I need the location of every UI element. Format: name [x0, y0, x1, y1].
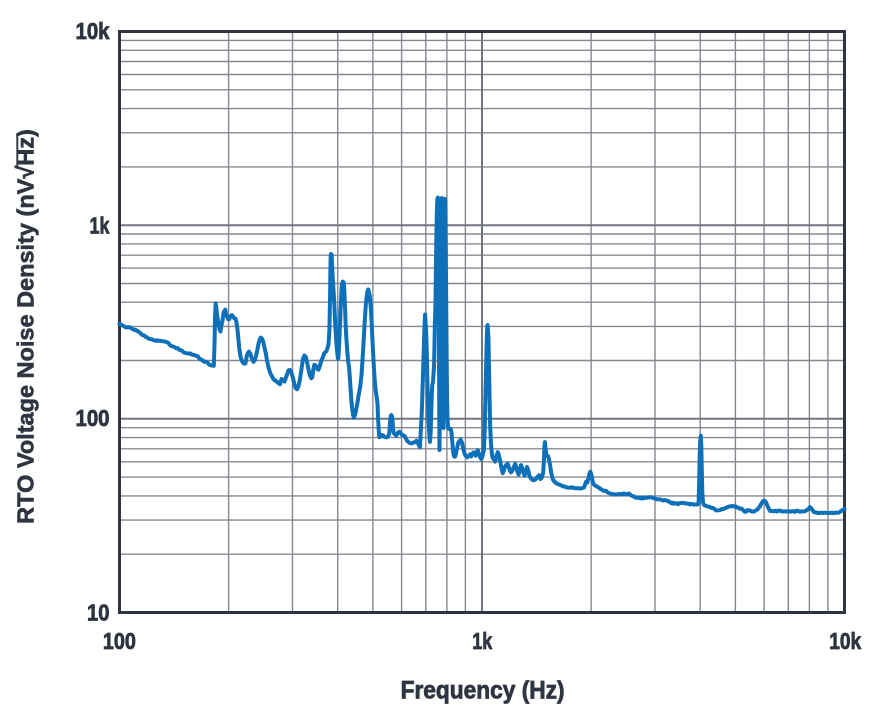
svg-text:RTO Voltage Noise Density (nV√: RTO Voltage Noise Density (nV√Hz): [13, 129, 39, 524]
svg-text:100: 100: [76, 405, 110, 431]
svg-text:10: 10: [87, 599, 110, 625]
svg-text:10k: 10k: [829, 628, 861, 654]
svg-text:100: 100: [103, 628, 136, 654]
svg-text:1k: 1k: [472, 628, 492, 654]
svg-text:1k: 1k: [90, 212, 110, 238]
svg-text:10k: 10k: [76, 18, 110, 44]
svg-text:Frequency (Hz): Frequency (Hz): [401, 677, 565, 705]
